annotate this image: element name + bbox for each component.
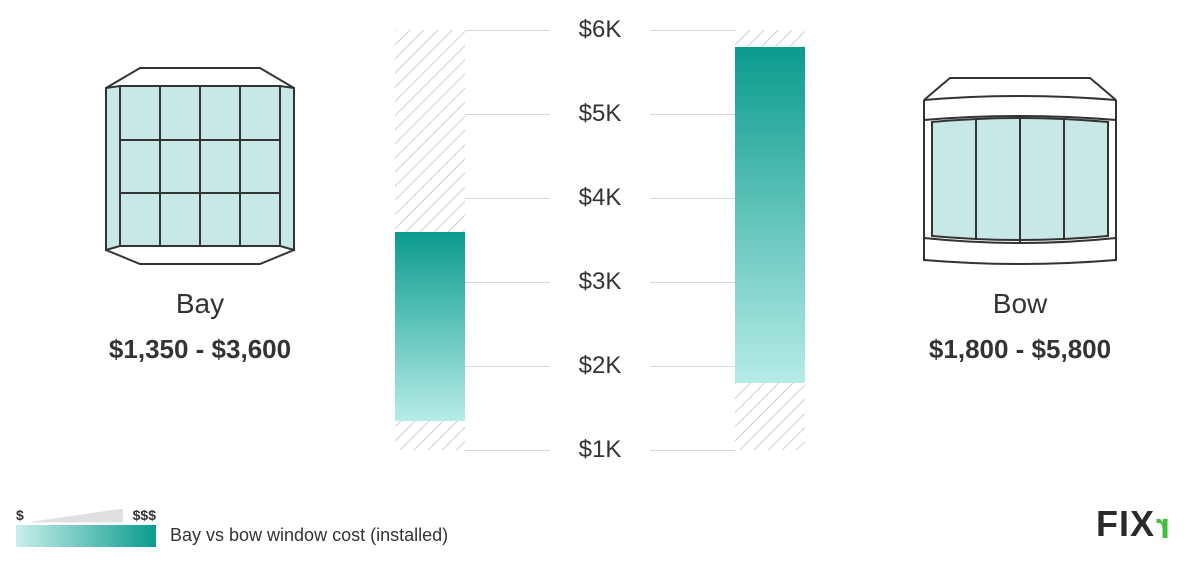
- bay-bar: [395, 232, 465, 421]
- bay-title: Bay: [70, 288, 330, 320]
- infographic-root: Bay $1,350 - $3,600 Bow: [0, 0, 1200, 563]
- bow-title: Bow: [890, 288, 1150, 320]
- scale-low: $: [16, 507, 24, 523]
- logo-main: FIX: [1096, 503, 1155, 544]
- bay-range: $1,350 - $3,600: [70, 334, 330, 365]
- logo-accent: r: [1155, 505, 1170, 547]
- bay-panel: Bay $1,350 - $3,600: [70, 60, 330, 365]
- axis-tick-label: $4K: [560, 184, 640, 212]
- legend: $ $$$ Bay vs bow window cost (installed): [16, 507, 448, 547]
- scale-high: $$$: [133, 507, 156, 523]
- axis-tick-label: $2K: [560, 352, 640, 380]
- range-chart: $6K$5K$4K$3K$2K$1K: [370, 20, 830, 460]
- bow-range: $1,800 - $5,800: [890, 334, 1150, 365]
- legend-caption: Bay vs bow window cost (installed): [170, 525, 448, 547]
- axis-tick-label: $6K: [560, 16, 640, 44]
- bow-panel: Bow $1,800 - $5,800: [890, 60, 1150, 365]
- bow-bar: [735, 47, 805, 383]
- axis-tick-label: $1K: [560, 436, 640, 464]
- scale-wedge-icon: [33, 509, 123, 523]
- fixr-logo: FIXr: [1096, 503, 1170, 545]
- bay-window-illustration: [90, 60, 310, 270]
- legend-scale: $ $$$: [16, 507, 156, 547]
- axis-tick-label: $3K: [560, 268, 640, 296]
- bow-window-illustration: [910, 60, 1130, 270]
- legend-swatch: [16, 525, 156, 547]
- axis-tick-label: $5K: [560, 100, 640, 128]
